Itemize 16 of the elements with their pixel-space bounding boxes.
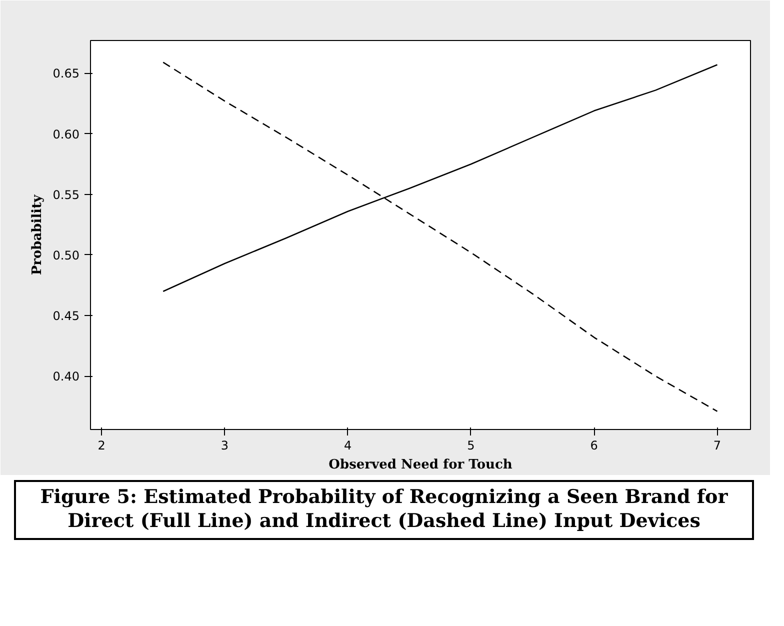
y-tick-label: 0.60 [52,127,80,142]
x-tick-label: 6 [590,438,598,452]
text: Figure 5: Estimated Probability of Recognizing a Seen Brand for Direct (Full Line) and Indirect (Dashed Line) Input Devices [39,486,729,534]
x-tick-label: 5 [467,438,475,452]
x-tick-label: 3 [220,438,229,452]
y-tick-label: 0.45 [52,309,80,324]
x-tick-label: 7 [713,438,722,452]
y-tick-label: 0.50 [52,248,80,262]
y-axis-title: Probability [30,194,45,276]
x-tick-label: 4 [344,438,352,452]
x-axis-title: Observed Need for Touch [328,458,513,472]
y-tick-label: 0.55 [52,188,80,202]
x-tick-label: 2 [98,438,106,452]
y-tick-label: 0.40 [52,370,80,384]
line-series [162,62,718,412]
y-tick-label: 0.65 [52,66,80,81]
